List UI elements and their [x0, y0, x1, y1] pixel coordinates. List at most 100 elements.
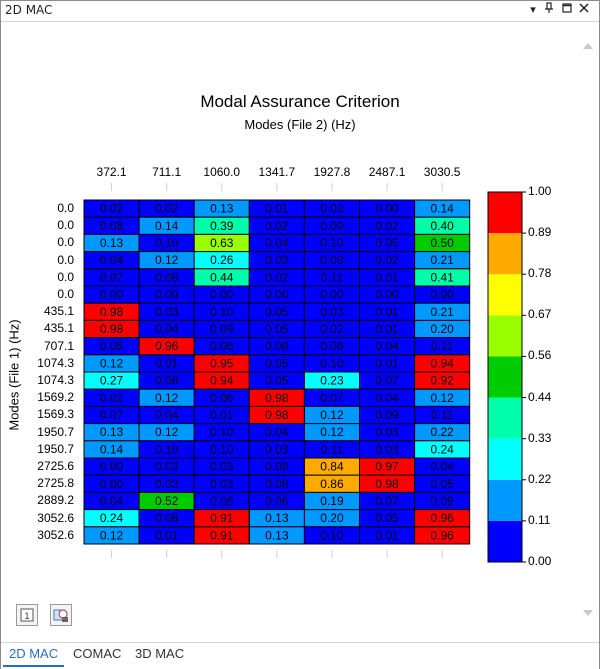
cell-value-label: 0.02: [100, 202, 124, 216]
tab-comac[interactable]: COMAC: [73, 646, 122, 661]
cell-value-label: 0.03: [155, 477, 179, 491]
cell-value-label: 0.20: [430, 322, 454, 336]
cell-value-label: 0.03: [155, 305, 179, 319]
maximize-icon[interactable]: [559, 2, 575, 18]
close-icon[interactable]: [576, 2, 592, 18]
cell-value-label: 0.00: [100, 288, 124, 302]
row-label: 1569.2: [37, 390, 74, 405]
cell-value-label: 0.03: [375, 442, 399, 456]
heatmap-cell[interactable]: [414, 526, 471, 545]
cell-value-label: 0.00: [375, 288, 399, 302]
row-label: 1074.3: [37, 373, 74, 387]
cell-value-label: 0.03: [265, 253, 289, 267]
cell-value-label: 0.12: [430, 391, 454, 405]
cell-value-label: 0.94: [210, 374, 234, 388]
fit-view-icon[interactable]: 1: [16, 604, 38, 626]
scroll-down-icon[interactable]: [582, 607, 594, 619]
cell-value-label: 0.03: [210, 460, 234, 474]
cell-value-label: 0.14: [155, 219, 179, 233]
cell-value-label: 0.96: [155, 339, 179, 353]
cell-value-label: 0.06: [210, 391, 234, 405]
row-label: 3052.6: [37, 510, 74, 525]
cell-value-label: 0.02: [265, 270, 289, 284]
cell-value-label: 0.40: [430, 219, 454, 233]
colorbar-label: 0.78: [528, 266, 552, 281]
cell-value-label: 0.23: [320, 374, 344, 388]
cell-value-label: 0.96: [430, 528, 454, 542]
cell-value-label: 0.07: [320, 391, 344, 405]
cell-value-label: 0.13: [210, 202, 234, 216]
cell-value-label: 0.11: [321, 270, 344, 284]
cell-value-label: 0.98: [100, 322, 124, 336]
cell-value-label: 0.96: [430, 511, 454, 525]
pin-icon[interactable]: [541, 2, 557, 18]
row-label: 0.0: [57, 287, 74, 301]
cell-value-label: 0.04: [265, 236, 289, 250]
row-label: 1950.7: [37, 424, 74, 439]
svg-text:1: 1: [24, 611, 29, 621]
cell-value-label: 0.02: [155, 202, 179, 216]
cell-value-label: 0.01: [375, 356, 399, 370]
cell-value-label: 0.12: [155, 253, 179, 267]
cell-value-label: 0.12: [155, 425, 179, 439]
cell-value-label: 0.08: [155, 511, 179, 525]
cell-value-label: 0.91: [210, 528, 234, 542]
cell-value-label: 0.10: [155, 442, 179, 456]
cell-value-label: 0.01: [375, 322, 399, 336]
cell-value-label: 0.10: [320, 236, 344, 250]
cell-value-label: 0.04: [265, 425, 289, 439]
cell-value-label: 0.22: [430, 425, 454, 439]
cell-value-label: 0.84: [320, 460, 344, 474]
cell-value-label: 0.01: [210, 408, 234, 422]
cell-value-label: 0.21: [430, 305, 454, 319]
cell-value-label: 0.05: [100, 339, 124, 353]
cell-value-label: 0.24: [430, 442, 454, 456]
cell-value-label: 0.00: [265, 288, 289, 302]
cell-value-label: 0.12: [320, 425, 344, 439]
cell-value-label: 0.10: [320, 528, 344, 542]
cell-value-label: 0.00: [210, 288, 234, 302]
colorbar-segment: [488, 274, 522, 316]
cell-value-label: 0.14: [430, 202, 454, 216]
colorbar-segment: [488, 356, 522, 398]
cell-value-label: 0.05: [265, 356, 289, 370]
tab-2d-mac[interactable]: 2D MAC: [3, 643, 65, 667]
row-label: 0.0: [57, 218, 74, 233]
cell-value-label: 0.26: [210, 253, 234, 267]
cell-value-label: 0.08: [265, 477, 289, 491]
export-icon[interactable]: [50, 604, 72, 626]
row-label: 1074.3: [37, 355, 74, 370]
cell-value-label: 0.44: [210, 270, 234, 284]
cell-value-label: 0.91: [210, 511, 234, 525]
cell-value-label: 0.04: [155, 408, 179, 422]
colorbar-border: [487, 191, 523, 563]
cell-value-label: 0.86: [320, 477, 344, 491]
colorbar-label: 0.11: [528, 512, 551, 527]
cell-value-label: 0.07: [100, 270, 124, 284]
cell-value-label: 0.05: [265, 374, 289, 388]
scroll-up-icon[interactable]: [582, 40, 594, 52]
cell-value-label: 0.05: [265, 322, 289, 336]
cell-value-label: 0.11: [321, 442, 344, 456]
cell-value-label: 0.94: [430, 356, 454, 370]
column-label: 3030.5: [423, 165, 461, 179]
cell-value-label: 0.12: [100, 356, 124, 370]
column-label: 1927.8: [313, 165, 351, 179]
cell-value-label: 0.13: [100, 425, 124, 439]
column-label: 2487.1: [368, 165, 406, 179]
cell-value-label: 0.05: [430, 477, 454, 491]
cell-value-label: 0.92: [430, 374, 454, 388]
cell-value-label: 0.04: [100, 494, 124, 508]
cell-value-label: 0.02: [100, 391, 124, 405]
cell-value-label: 0.95: [210, 356, 234, 370]
tab-3d-mac[interactable]: 3D MAC: [135, 646, 185, 661]
dropdown-icon[interactable]: ▾: [530, 3, 536, 16]
column-label: 711.1: [152, 165, 182, 179]
cell-value-label: 0.03: [375, 425, 399, 439]
cell-value-label: 0.05: [375, 511, 399, 525]
cell-value-label: 0.00: [100, 477, 124, 491]
cell-value-label: 0.06: [265, 494, 289, 508]
cell-value-label: 0.09: [320, 219, 344, 233]
cell-value-label: 0.13: [100, 236, 124, 250]
